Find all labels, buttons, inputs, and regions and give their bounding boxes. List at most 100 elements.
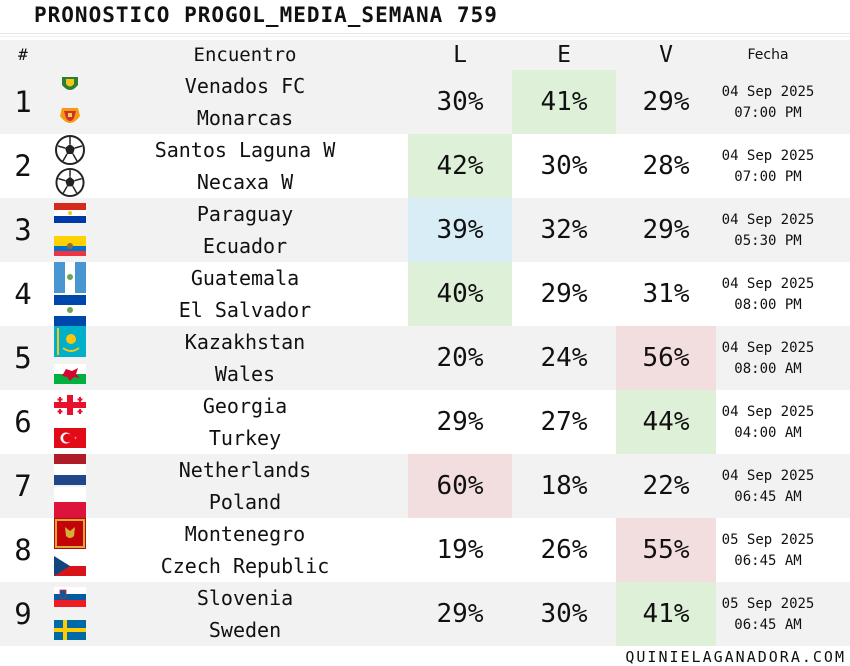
- away-team: Turkey: [208, 426, 282, 450]
- paraguay-flag-icon: [54, 203, 86, 223]
- match-number: 6: [14, 405, 32, 439]
- montenegro-flag-icon: [54, 518, 86, 549]
- table-row: 4 Guatemala El Salvador 40% 29% 31% 04 S…: [0, 262, 850, 326]
- match-date: 04 Sep 2025: [721, 148, 815, 164]
- home-team: Montenegro: [184, 522, 306, 546]
- pct-visita: 29%: [642, 215, 690, 245]
- pct-visita: 31%: [642, 279, 690, 309]
- pct-local: 30%: [436, 87, 484, 117]
- table-row: 9 Slovenia Sweden 29% 30% 41% 05 Sep 202…: [0, 582, 850, 646]
- venados-crest-icon: [54, 75, 86, 95]
- soccer-ball-icon: [54, 134, 86, 166]
- pct-empate: 30%: [540, 151, 588, 181]
- match-date: 04 Sep 2025: [721, 212, 815, 228]
- home-team: Santos Laguna W: [154, 138, 336, 162]
- czech-flag-icon: [54, 556, 86, 576]
- page-title: PRONOSTICO PROGOL_MEDIA_SEMANA 759: [34, 3, 498, 27]
- match-number: 3: [14, 213, 32, 247]
- team-icons: [52, 198, 88, 262]
- home-team: Netherlands: [178, 458, 312, 482]
- pct-local: 19%: [436, 535, 484, 565]
- pct-empate: 26%: [540, 535, 588, 565]
- match-date: 04 Sep 2025: [721, 404, 815, 420]
- team-icons: [52, 70, 88, 134]
- turkey-flag-icon: [54, 428, 86, 448]
- title-divider-secondary: [0, 36, 850, 37]
- match-number: 1: [14, 85, 32, 119]
- table-row: 5 Kazakhstan Wales 20% 24% 56% 04 Sep 20…: [0, 326, 850, 390]
- netherlands-flag-icon: [54, 454, 86, 485]
- table-header: # Encuentro L E V Fecha: [0, 40, 850, 70]
- kazakhstan-flag-icon: [54, 326, 86, 357]
- match-datetime: 05 Sep 2025 06:45 AM: [716, 594, 820, 636]
- match-number: 9: [14, 597, 32, 631]
- team-icons: [52, 454, 88, 518]
- match-datetime: 05 Sep 2025 06:45 AM: [716, 530, 820, 572]
- pct-local: 40%: [408, 262, 512, 326]
- pct-empate: 29%: [540, 279, 588, 309]
- table-row: 1 Venados FC Monarcas 30% 41% 29% 04 Sep…: [0, 70, 850, 134]
- pct-empate: 27%: [540, 407, 588, 437]
- match-number: 2: [14, 149, 32, 183]
- away-team: El Salvador: [178, 298, 312, 322]
- match-number: 8: [14, 533, 32, 567]
- match-datetime: 04 Sep 2025 04:00 AM: [716, 402, 820, 444]
- wales-flag-icon: [54, 364, 86, 384]
- team-icons: [52, 326, 88, 390]
- header-visita: V: [659, 42, 673, 68]
- pct-visita: 56%: [616, 326, 716, 390]
- home-team: Paraguay: [196, 202, 294, 226]
- pct-empate: 32%: [540, 215, 588, 245]
- pct-local: 20%: [436, 343, 484, 373]
- pct-visita: 44%: [616, 390, 716, 454]
- home-team: Georgia: [202, 394, 288, 418]
- match-number: 4: [14, 277, 32, 311]
- match-date: 04 Sep 2025: [721, 276, 815, 292]
- header-local: L: [453, 42, 467, 68]
- match-number: 5: [14, 341, 32, 375]
- site-watermark: QUINIELAGANADORA.COM: [625, 648, 846, 666]
- table-row: 3 Paraguay Ecuador 39% 32% 29% 04 Sep 20…: [0, 198, 850, 262]
- pct-local: 42%: [408, 134, 512, 198]
- home-team: Guatemala: [190, 266, 300, 290]
- match-datetime: 04 Sep 2025 07:00 PM: [716, 146, 820, 188]
- match-datetime: 04 Sep 2025 05:30 PM: [716, 210, 820, 252]
- match-date: 04 Sep 2025: [721, 340, 815, 356]
- monarcas-crest-icon: [54, 108, 86, 128]
- pct-local: 39%: [408, 198, 512, 262]
- team-icons: [52, 134, 88, 198]
- pct-local: 29%: [436, 599, 484, 629]
- soccer-ball-icon: [54, 167, 86, 198]
- pct-empate: 24%: [540, 343, 588, 373]
- away-team: Wales: [214, 362, 276, 386]
- pct-visita: 41%: [616, 582, 716, 646]
- pct-visita: 28%: [642, 151, 690, 181]
- guatemala-flag-icon: [54, 262, 86, 293]
- away-team: Czech Republic: [160, 554, 330, 578]
- team-icons: [52, 390, 88, 454]
- match-datetime: 04 Sep 2025 08:00 AM: [716, 338, 820, 380]
- team-icons: [52, 518, 88, 582]
- pct-empate: 30%: [540, 599, 588, 629]
- away-team: Monarcas: [196, 106, 294, 130]
- pct-local: 29%: [436, 407, 484, 437]
- pct-empate: 18%: [540, 471, 588, 501]
- home-team: Slovenia: [196, 586, 294, 610]
- table-row: 8 Montenegro Czech Republic 19% 26% 55% …: [0, 518, 850, 582]
- header-encuentro: Encuentro: [193, 44, 297, 66]
- match-time: 07:00 PM: [734, 105, 802, 121]
- match-time: 05:30 PM: [734, 233, 802, 249]
- pct-visita: 22%: [642, 471, 690, 501]
- match-date: 04 Sep 2025: [721, 468, 815, 484]
- table-row: 7 Netherlands Poland 60% 18% 22% 04 Sep …: [0, 454, 850, 518]
- match-date: 04 Sep 2025: [721, 84, 815, 100]
- away-team: Sweden: [208, 618, 282, 642]
- match-date: 05 Sep 2025: [721, 532, 815, 548]
- match-time: 06:45 AM: [734, 489, 802, 505]
- match-datetime: 04 Sep 2025 07:00 PM: [716, 82, 820, 124]
- match-time: 08:00 AM: [734, 361, 802, 377]
- el-salvador-flag-icon: [54, 295, 86, 326]
- pct-visita: 55%: [616, 518, 716, 582]
- team-icons: [52, 262, 88, 326]
- pct-local: 60%: [408, 454, 512, 518]
